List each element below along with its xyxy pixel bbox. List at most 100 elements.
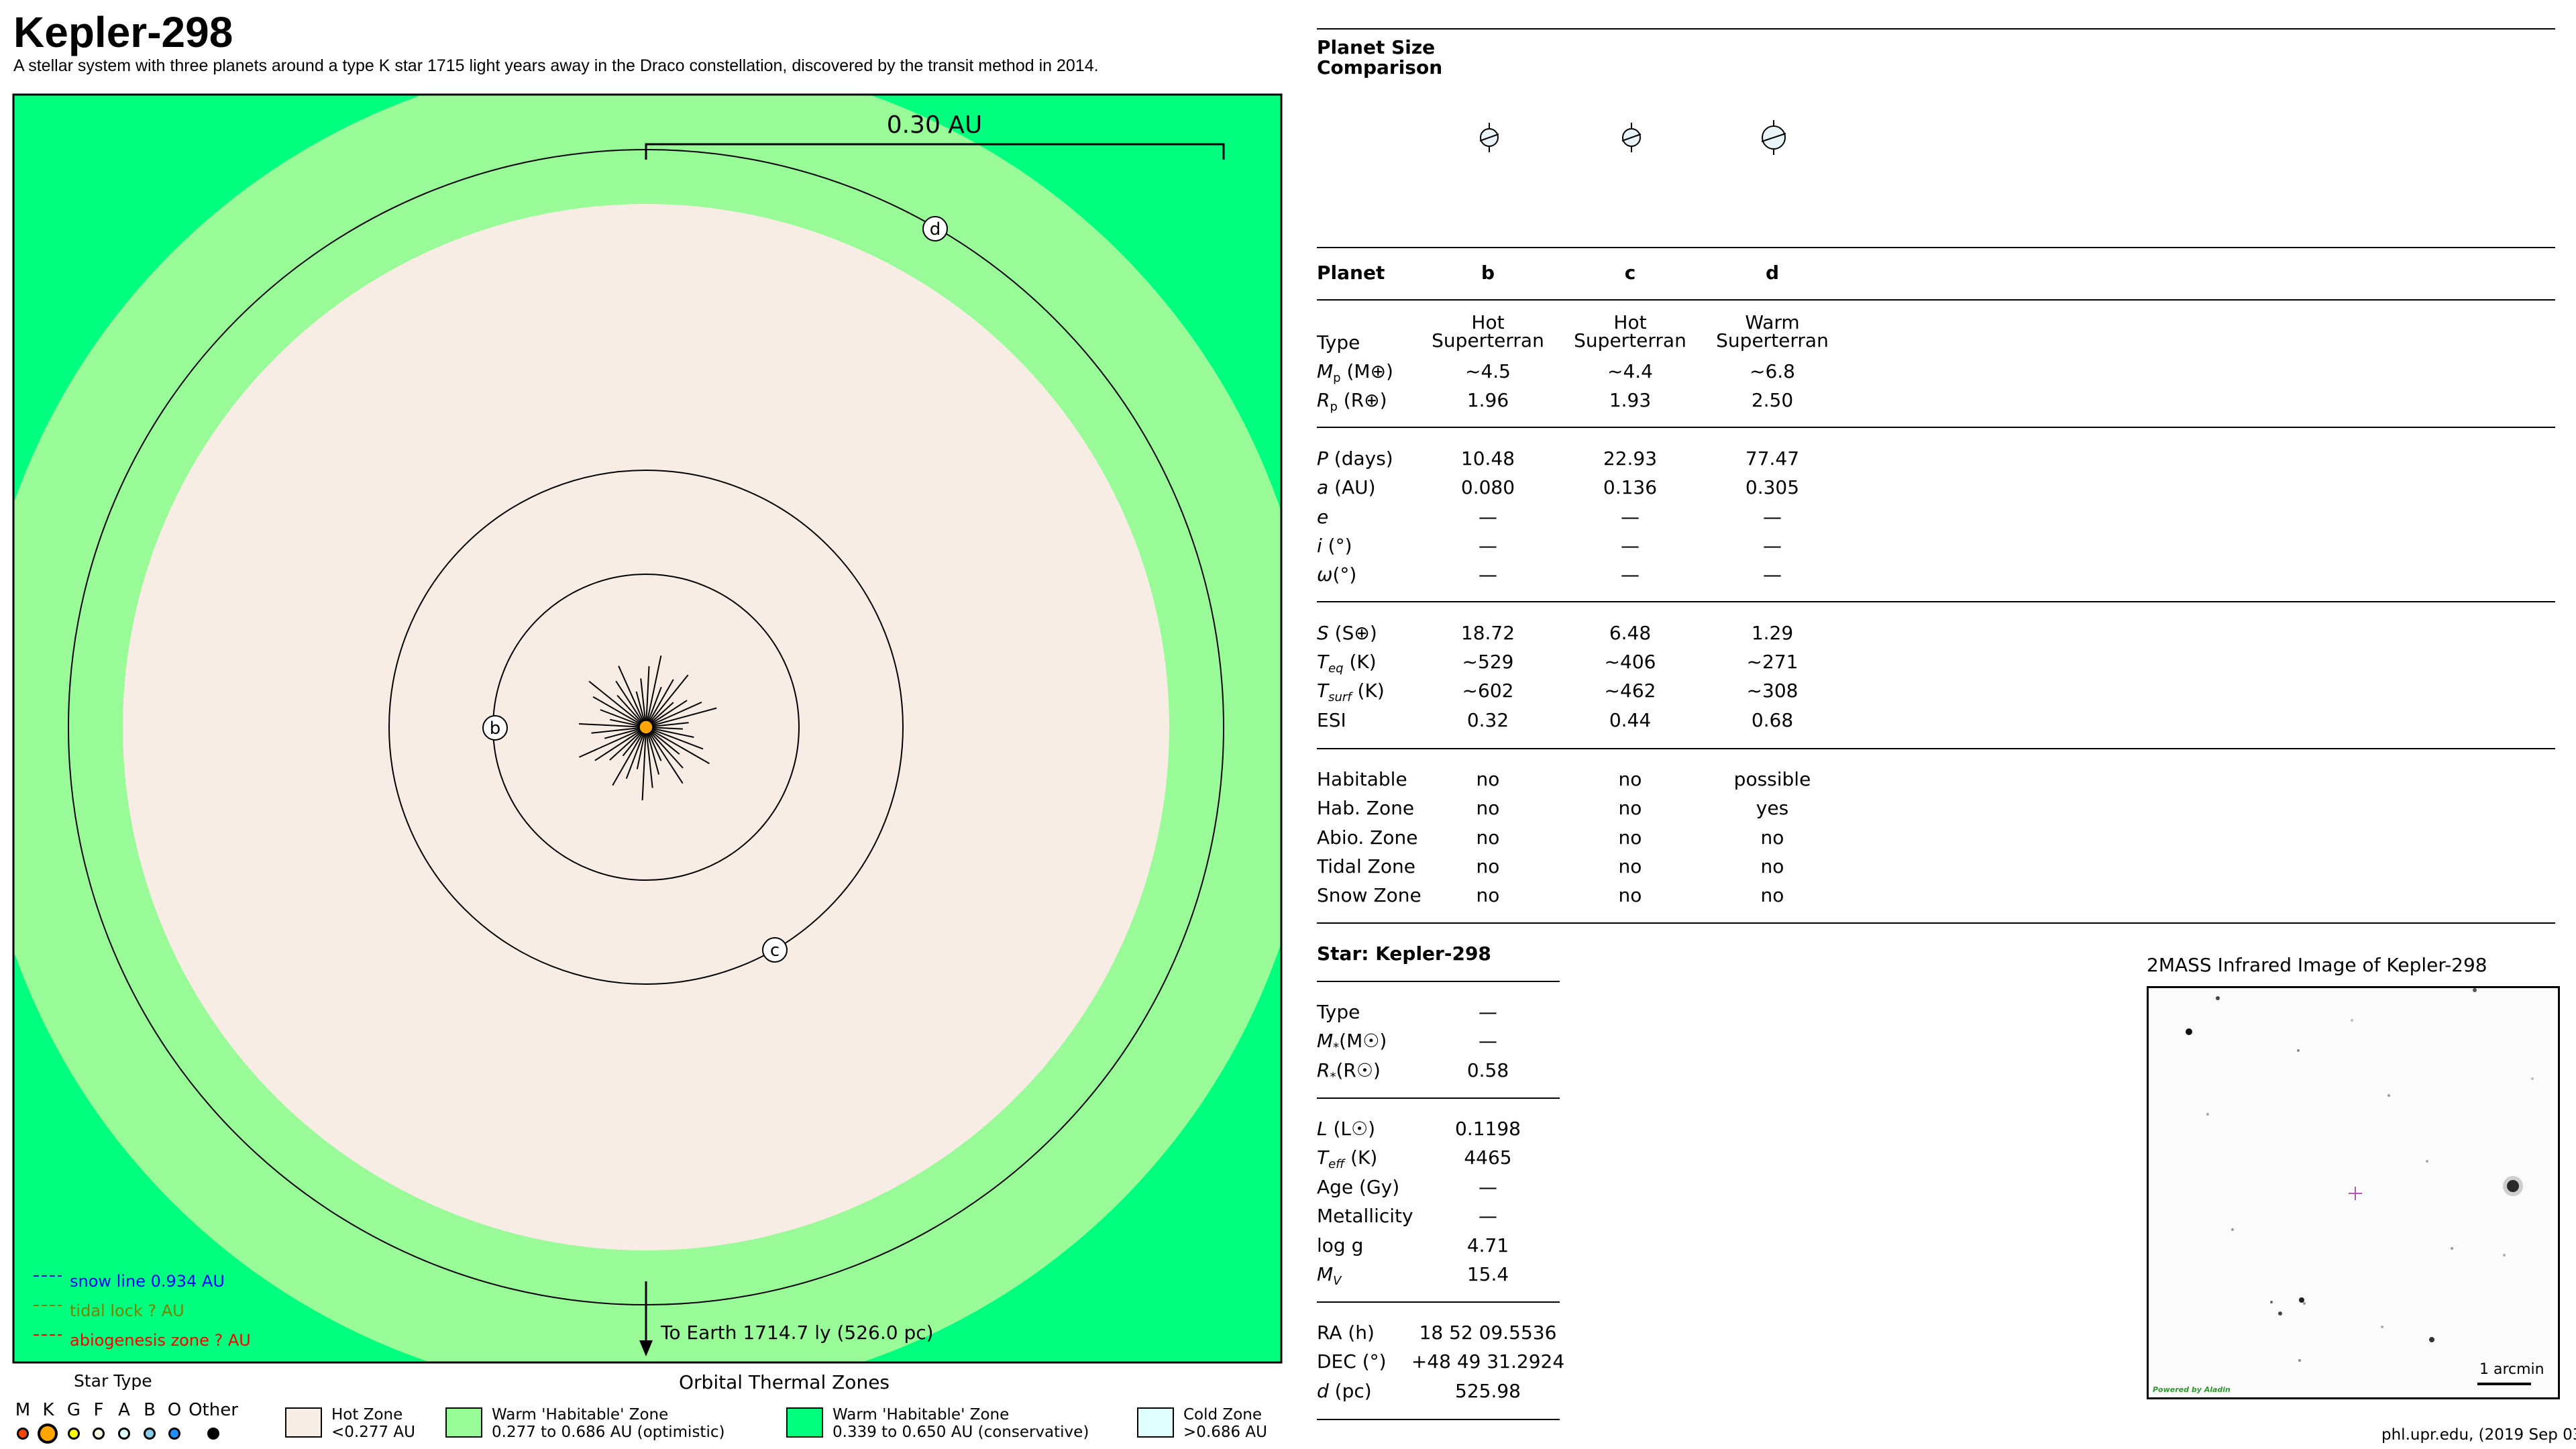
type-b: Hot Superterran (1432, 311, 1544, 352)
star-dec-value: +48 49 31.2924 (1411, 1350, 1565, 1373)
omega-d: — (1763, 564, 1782, 586)
scale-label: 0.30 AU (887, 111, 983, 139)
star-type-k-label: K (42, 1400, 54, 1420)
footer: phl.upr.edu, (2019 Sep 03) (2381, 1426, 2576, 1444)
orbit-c (388, 470, 904, 985)
snow-line-legend: snow line 0.934 AU (70, 1272, 225, 1291)
mass-label: Mp (M⊕) (1317, 360, 1393, 385)
star-radius-value: 0.58 (1466, 1059, 1509, 1081)
hab-zone-b: no (1476, 797, 1500, 819)
orbit-diagram: b c d 0.30 AU To Earth 1714.7 ly (526.0 … (12, 93, 1283, 1364)
divider-star-header (1317, 981, 1560, 982)
star-ra-value: 18 52 09.5536 (1419, 1322, 1557, 1344)
planet-header-d: d (1765, 262, 1780, 284)
hot-zone-legend: Hot Zone <0.277 AU (331, 1406, 415, 1441)
star-type-m-label: M (15, 1400, 31, 1420)
cold-zone-swatch (1137, 1407, 1174, 1438)
habitable-c: no (1618, 768, 1642, 790)
sma-label: a (AU) (1317, 476, 1376, 498)
star-age-value: — (1479, 1176, 1497, 1198)
optimistic-zone-swatch (445, 1407, 482, 1438)
star-type-a-label: A (118, 1400, 130, 1420)
type-c: Hot Superterran (1574, 311, 1686, 352)
star-lum-label: L (L☉) (1317, 1118, 1376, 1140)
snow-zone-label: Snow Zone (1317, 884, 1421, 906)
tidal-zone-d: no (1760, 855, 1784, 877)
star-type-value: — (1479, 1001, 1497, 1023)
tsurf-b: ~602 (1462, 680, 1514, 702)
planet-header-c: c (1624, 262, 1636, 284)
teq-b: ~529 (1462, 651, 1514, 673)
abiogenesis-legend: abiogenesis zone ? AU (70, 1331, 251, 1350)
star-type-o-label: O (167, 1400, 182, 1420)
star (639, 720, 653, 735)
tidal-zone-b: no (1476, 855, 1500, 877)
inc-d: — (1763, 535, 1782, 557)
habitable-label: Habitable (1317, 768, 1407, 790)
planet-header-b: b (1481, 262, 1495, 284)
snow-zone-c: no (1618, 884, 1642, 906)
diagram-border (12, 93, 1283, 1364)
star-rays (579, 655, 717, 800)
esi-b: 0.32 (1466, 709, 1509, 731)
page-title: Kepler-298 (13, 8, 233, 56)
star-type-k-dot-selected (38, 1424, 58, 1444)
tidal-zone-c: no (1618, 855, 1642, 877)
mass-d: ~6.8 (1750, 360, 1795, 382)
tmass-credit: Powered by Aladin (2153, 1385, 2231, 1394)
divider-star-physical (1317, 1097, 1560, 1099)
hab-zone-label: Hab. Zone (1317, 797, 1415, 819)
divider-star-top (1317, 922, 2555, 924)
planet-b-marker: b (482, 715, 508, 741)
snow-zone-b: no (1476, 884, 1500, 906)
star-type-g-dot (68, 1428, 80, 1440)
snow-zone-d: no (1760, 884, 1784, 906)
sma-d: 0.305 (1745, 476, 1800, 498)
planet-header-label: Planet (1317, 262, 1385, 284)
abio-zone-c: no (1618, 826, 1642, 849)
star-age-label: Age (Gy) (1317, 1176, 1400, 1198)
divider-planet-header-bottom (1317, 299, 2555, 301)
star-dist-label: d (pc) (1317, 1380, 1372, 1402)
inc-label: i (°) (1317, 535, 1352, 557)
tmass-image: 1 arcmin Powered by Aladin (2147, 986, 2560, 1399)
star-header: Star: Kepler-298 (1317, 943, 1491, 965)
cold-zone-legend: Cold Zone >0.686 AU (1183, 1406, 1267, 1441)
radius-label: Rp (R⊕) (1317, 389, 1387, 414)
star-type-b-dot (144, 1428, 156, 1440)
esi-c: 0.44 (1609, 709, 1652, 731)
period-d: 77.47 (1745, 447, 1800, 470)
teq-c: ~406 (1604, 651, 1656, 673)
divider-orbit-top (1317, 427, 2555, 428)
star-dec-label: DEC (°) (1317, 1350, 1387, 1373)
earth-direction-arrow: To Earth 1714.7 ly (526.0 pc) (639, 1281, 934, 1356)
zones-legend-title: Orbital Thermal Zones (679, 1371, 890, 1393)
inc-c: — (1621, 535, 1640, 557)
radius-b: 1.96 (1466, 389, 1509, 411)
divider-climate-top (1317, 601, 2555, 602)
flux-d: 1.29 (1751, 622, 1794, 644)
divider-star-coords (1317, 1301, 1560, 1303)
planet-size-icons (1479, 120, 1786, 155)
star-radius-label: R*(R☉) (1317, 1059, 1381, 1084)
star-type-f-label: F (93, 1400, 104, 1420)
planet-d-label: d (930, 219, 941, 239)
tidal-zone-label: Tidal Zone (1317, 855, 1415, 877)
esi-d: 0.68 (1751, 709, 1794, 731)
optimistic-zone-legend: Warm 'Habitable' Zone 0.277 to 0.686 AU (… (492, 1406, 725, 1441)
tmass-scale-label: 1 arcmin (2479, 1361, 2544, 1378)
star-mv-label: MV (1317, 1263, 1342, 1288)
hot-zone-swatch (285, 1407, 322, 1438)
star-type-m-dot (17, 1428, 29, 1440)
inc-b: — (1479, 535, 1497, 557)
sma-b: 0.080 (1460, 476, 1515, 498)
planet-c-size-icon (1621, 123, 1642, 152)
planet-d-size-icon (1761, 120, 1786, 155)
omega-c: — (1621, 564, 1640, 586)
star-type-other-dot (207, 1428, 219, 1440)
star-type-other-label: Other (189, 1400, 238, 1420)
star-ra-label: RA (h) (1317, 1322, 1375, 1344)
period-b: 10.48 (1460, 447, 1515, 470)
star-dist-value: 525.98 (1455, 1380, 1521, 1402)
conservative-zone-swatch (786, 1407, 823, 1438)
